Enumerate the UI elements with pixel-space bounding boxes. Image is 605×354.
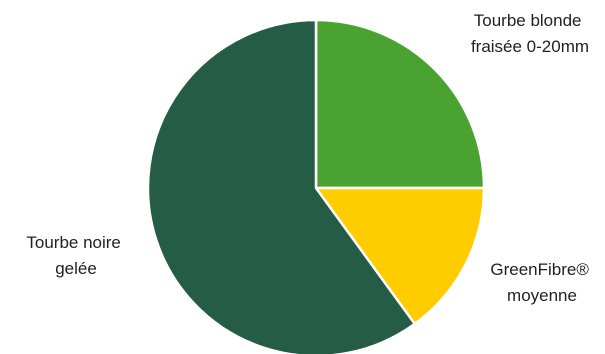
label-greenfibre: GreenFibre® moyenne [490, 260, 593, 305]
slice-labels: Tourbe blonde fraisée 0-20mm GreenFibre®… [26, 11, 593, 305]
slice-greenfibre [314, 186, 486, 326]
slice-tourbe-blonde [314, 18, 486, 190]
label-tourbe-blonde: Tourbe blonde fraisée 0-20mm [471, 11, 589, 56]
slice-tourbe-noire [146, 18, 416, 354]
label-tourbe-noire: Tourbe noire gelée [26, 233, 125, 278]
pie-slices [146, 18, 486, 354]
